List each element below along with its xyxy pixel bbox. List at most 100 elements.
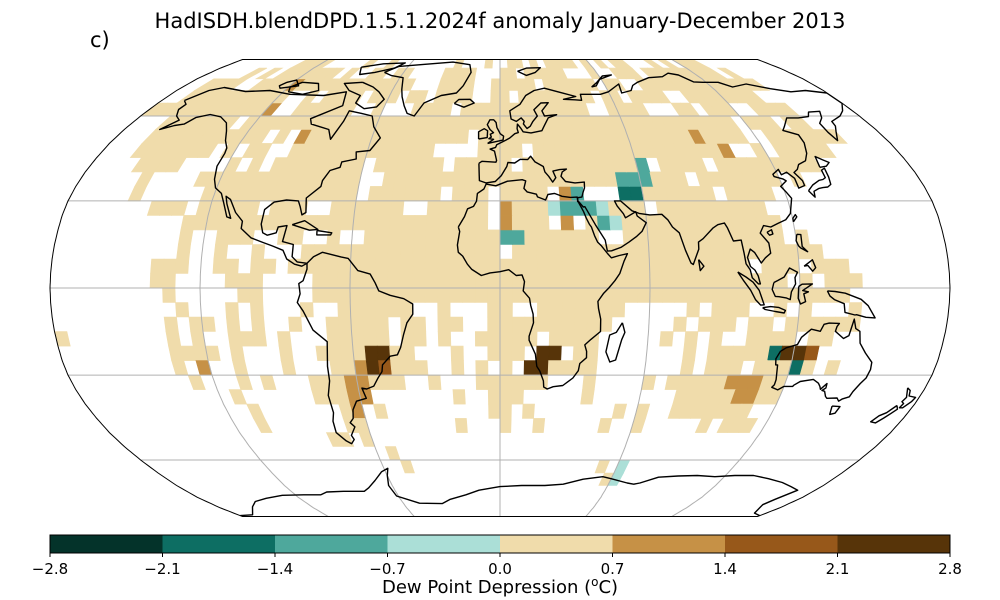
anomaly-map [49, 59, 951, 517]
colorbar-bin [387, 535, 501, 553]
colorbar-bin [612, 535, 726, 553]
grid-cell [413, 331, 427, 347]
coastline [829, 405, 841, 416]
colorbar-tick-label: 1.4 [713, 560, 737, 578]
coastlines [159, 61, 917, 517]
coastline [478, 72, 844, 285]
grid-cell [359, 59, 380, 69]
colorbar-label-prefix: Dew Point Depression ( [381, 577, 592, 598]
colorbar-tick-label: 2.1 [826, 560, 850, 578]
coastline [591, 74, 612, 88]
colorbar-tick-label: 0.0 [488, 560, 512, 578]
coastline [291, 220, 319, 231]
grid-cell [563, 59, 579, 69]
coastline [807, 167, 832, 198]
grid-cell [613, 59, 633, 69]
colorbar-bin [725, 535, 838, 553]
grid-cell [254, 67, 284, 80]
grid-cell [685, 59, 710, 69]
colorbar-bin [162, 535, 276, 553]
coastline [296, 251, 414, 445]
globe-outline [49, 59, 951, 517]
coastline [477, 127, 489, 140]
grid-cell [238, 67, 268, 80]
grid-cell [738, 418, 759, 433]
coastline [762, 305, 787, 314]
coastline [486, 119, 505, 145]
colorbar-bin [837, 535, 951, 553]
grid-cell [452, 389, 466, 405]
coastline [343, 81, 385, 110]
grid-cell [454, 418, 468, 433]
coastline [517, 67, 541, 77]
grid-cell [513, 59, 524, 69]
grid-cell [252, 418, 273, 433]
coastline [803, 259, 817, 272]
coastline [240, 467, 799, 517]
coastline [814, 155, 830, 168]
coastline [792, 213, 798, 223]
grid-cell [659, 331, 674, 347]
coastline [697, 259, 705, 272]
grid-cell [400, 78, 417, 91]
coastline [316, 229, 333, 236]
map-title: HadISDH.blendDPD.1.5.1.2024f anomaly Jan… [154, 9, 846, 33]
grid-cell [372, 403, 389, 419]
coastline [278, 79, 300, 89]
grid-cell [262, 258, 277, 274]
panel-label: c) [90, 28, 110, 52]
grid-cell [716, 67, 746, 80]
grid-cell [430, 157, 445, 173]
colorbar-label: Dew Point Depression (oC) [0, 575, 1000, 598]
grid-cell [809, 244, 824, 260]
coastline [453, 98, 475, 108]
coastline [737, 271, 765, 306]
colorbar-bin [500, 535, 613, 553]
coastline [795, 233, 809, 253]
colorbar-tick-label: −2.8 [32, 560, 68, 578]
coastline [384, 61, 472, 117]
colorbar-tick-label: 2.8 [938, 560, 962, 578]
grid-cell [846, 316, 862, 332]
colorbar-label-sup: o [591, 575, 599, 589]
colorbar-tick-label: −0.7 [369, 560, 405, 578]
coastline [771, 267, 799, 301]
grid-cell [818, 331, 835, 347]
grid-cell [722, 316, 737, 332]
graticule-lines [50, 59, 950, 517]
grid-cell [322, 67, 346, 80]
colorbar-bin [275, 535, 388, 553]
coastline [826, 290, 876, 319]
grid-cell [484, 59, 494, 69]
grid-cell [611, 403, 628, 419]
grid-cell [835, 258, 850, 274]
coastline [870, 404, 899, 424]
colorbar-tick-label: −1.4 [257, 560, 293, 578]
grid-cell [583, 78, 600, 91]
anomaly-grid-cells [54, 59, 863, 486]
coastline [797, 283, 814, 305]
coastline [605, 322, 626, 363]
grid-cell [656, 59, 680, 69]
grid-cell [252, 143, 273, 158]
colorbar-tick-label: 0.7 [601, 560, 625, 578]
grid-cell [225, 258, 240, 274]
grid-cell [592, 59, 610, 69]
grid-cell [580, 389, 595, 405]
colorbar-bin [50, 535, 163, 553]
grid-cell [449, 316, 464, 332]
grid-cell [611, 302, 626, 318]
coastline [456, 179, 629, 390]
grid-cell [250, 244, 266, 260]
grid-cell [597, 418, 613, 433]
colorbar-tick-label: −2.1 [144, 560, 180, 578]
colorbar-label-suffix: C) [598, 577, 619, 598]
coastline [159, 86, 381, 267]
grid-cell [694, 418, 714, 433]
coastline [898, 387, 917, 409]
grid-cell [339, 67, 361, 80]
coastline [766, 229, 774, 236]
grid-cell [642, 59, 665, 69]
coastline [771, 318, 873, 402]
